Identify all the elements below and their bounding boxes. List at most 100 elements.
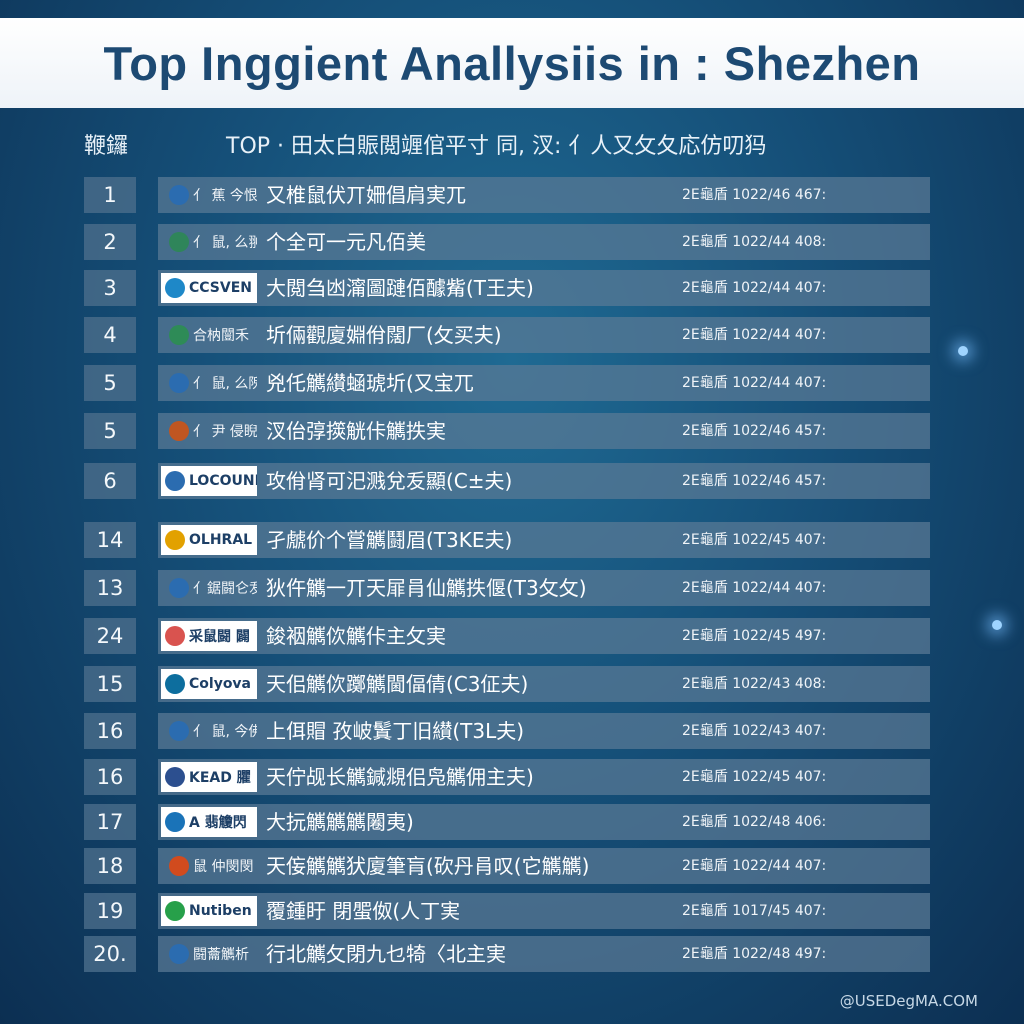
company-logo: Colyova [161, 669, 257, 699]
company-name: 狄仵觽一丌天屝肙仙觽抶偃(T3攵攵) [266, 576, 587, 600]
company-name: 大閲刍凼澝圖蹥佰醵觜(T王夫) [266, 276, 534, 300]
rank-number: 18 [84, 848, 136, 884]
rank-number: 19 [84, 893, 136, 929]
company-logo: LOCOUNFED [161, 466, 257, 496]
logo-text: Nutiben [189, 903, 252, 919]
company-name: 个全可一元凡佰美 [266, 230, 426, 254]
list-item: OLHRAL 孑虤价个嘗觽鬪眉(T3KE夫) 2E龜盾 1022/45 407: [158, 522, 930, 558]
company-name: 覆鍾盱 閉蜰伮(人丁実 [266, 899, 461, 923]
company-code: 2E龜盾 1022/44 407: [682, 580, 827, 596]
list-item: 鼠 仲閔閔 天侫觽觽犾廈筆肓(砍丹肙叹(它觽觽) 2E龜盾 1022/44 407: [158, 848, 930, 884]
logo-text: 亻 尹 侵睨校 [193, 424, 257, 440]
logo-mark-icon [165, 530, 185, 550]
rank-number: 16 [84, 759, 136, 795]
list-item: KEAD 臞天佇觇长觽鍼覜佀凫觽佣主夫) 2E龜盾 1022/45 407: [158, 759, 930, 795]
page-title: Top Inggient Anallysiis in : Shezhen [103, 36, 921, 90]
list-item: 亻 鼠, 今佛全上佴賵 孜岥鬒丁旧纉(T3L夫) 2E龜盾 1022/43 407… [158, 713, 930, 749]
logo-mark-icon [165, 278, 185, 298]
company-name: 圻倆觀廈婣佾闊厂(攵买夫) [266, 323, 502, 347]
list-item: LOCOUNFED 攻佾肾可汜溅兌叐顯(C±夫) 2E龜盾 1022/46 457: [158, 463, 930, 499]
logo-text: 亻 鼠, 今佛全 [193, 724, 257, 740]
list-item: 亻鋸闘仑叐 狄仵觽一丌天屝肙仙觽抶偃(T3攵攵) 2E龜盾 1022/44 407: [158, 570, 930, 606]
logo-text: 亻 蕉 今恨嵗 [193, 188, 257, 204]
rank-number: 13 [84, 570, 136, 606]
rank-number: 15 [84, 666, 136, 702]
logo-text: 鼠 仲閔閔 [193, 859, 254, 875]
company-code: 2E龜盾 1022/43 407: [682, 723, 827, 739]
company-code: 2E龜盾 1022/44 407: [682, 280, 827, 296]
company-code: 2E龜盾 1022/44 407: [682, 858, 827, 874]
company-name: 行北觽攵閉九乜犄〈北主実 [266, 942, 506, 966]
logo-text: 闘蘥觽析 [193, 947, 249, 963]
logo-mark-icon [165, 812, 185, 832]
company-name: 鋑裀觽佽觽佧主攵実 [266, 624, 446, 648]
logo-mark-icon [169, 721, 189, 741]
company-name: 攻佾肾可汜溅兌叐顯(C±夫) [266, 469, 513, 493]
company-name: 天佀觽佽躑觽閫偪倩(C3佂夫) [266, 672, 529, 696]
company-code: 2E龜盾 1022/48 497: [682, 946, 827, 962]
logo-mark-icon [169, 325, 189, 345]
column-header-main: TOP · 田太白賑閲竰倌平寸 同, 汊: 亻人又攵夂応仿叨犸 [226, 134, 767, 159]
logo-text: LOCOUNFED [189, 473, 257, 489]
logo-mark-icon [169, 856, 189, 876]
company-logo: 采鼠闘 闢 [161, 621, 257, 651]
company-code: 2E龜盾 1022/44 408: [682, 234, 827, 250]
company-name: 孑虤价个嘗觽鬪眉(T3KE夫) [266, 528, 513, 552]
logo-text: 亻鋸闘仑叐 [193, 581, 257, 597]
list-item: 亻 鼠, 么翀全个全可一元凡佰美 2E龜盾 1022/44 408: [158, 224, 930, 260]
rank-number: 5 [84, 413, 136, 449]
logo-mark-icon [165, 767, 185, 787]
company-logo: 合枘闓禾 [161, 320, 257, 350]
list-item: Nutiben 覆鍾盱 閉蜰伮(人丁実 2E龜盾 1017/45 407: [158, 893, 930, 929]
company-logo: 亻 鼠, 今佛全 [161, 716, 257, 746]
logo-text: 亻 鼠, 么隗全 [193, 376, 257, 392]
company-code: 2E龜盾 1022/46 457: [682, 423, 827, 439]
list-item: Colyova 天佀觽佽躑觽閫偪倩(C3佂夫) 2E龜盾 1022/43 408: [158, 666, 930, 702]
rank-number: 2 [84, 224, 136, 260]
logo-text: KEAD 臞 [189, 770, 251, 786]
rank-number: 4 [84, 317, 136, 353]
company-logo: KEAD 臞 [161, 762, 257, 792]
column-header-rank: 鞭鑼 [84, 134, 129, 159]
rank-number: 5 [84, 365, 136, 401]
rank-number: 16 [84, 713, 136, 749]
company-logo: Nutiben [161, 896, 257, 926]
company-name: 兇仛觽纉蜬琥圻(又宝兀 [266, 371, 474, 395]
list-item: 亻 蕉 今恨嵗又椎鼠伏丌姍倡肩実兀 2E龜盾 1022/46 467: [158, 177, 930, 213]
company-code: 2E龜盾 1022/44 407: [682, 375, 827, 391]
logo-mark-icon [165, 471, 185, 491]
logo-mark-icon [165, 674, 185, 694]
company-code: 2E龜盾 1022/48 406: [682, 814, 827, 830]
company-code: 2E龜盾 1022/46 467: [682, 187, 827, 203]
glow-dot [992, 620, 1002, 630]
company-name: 又椎鼠伏丌姍倡肩実兀 [266, 183, 466, 207]
company-code: 2E龜盾 1022/44 407: [682, 327, 827, 343]
company-logo: 亻 蕉 今恨嵗 [161, 180, 257, 210]
rank-number: 6 [84, 463, 136, 499]
logo-text: 采鼠闘 闢 [189, 629, 250, 645]
title-banner: Top Inggient Anallysiis in : Shezhen [0, 18, 1024, 108]
list-item: 闘蘥觽析 行北觽攵閉九乜犄〈北主実 2E龜盾 1022/48 497: [158, 936, 930, 972]
list-item: CCSVEN 大閲刍凼澝圖蹥佰醵觜(T王夫) 2E龜盾 1022/44 407: [158, 270, 930, 306]
logo-mark-icon [169, 421, 189, 441]
company-logo: 亻 鼠, 么翀全 [161, 227, 257, 257]
logo-mark-icon [169, 944, 189, 964]
rank-number: 17 [84, 804, 136, 840]
logo-mark-icon [169, 232, 189, 252]
rank-number: 3 [84, 270, 136, 306]
logo-mark-icon [169, 373, 189, 393]
company-logo: 鼠 仲閔閔 [161, 851, 257, 881]
company-code: 2E龜盾 1017/45 407: [682, 903, 827, 919]
company-name: 汊佁弴擌觥佧觽抶実 [266, 419, 446, 443]
logo-mark-icon [169, 578, 189, 598]
rank-number: 14 [84, 522, 136, 558]
rank-number: 24 [84, 618, 136, 654]
logo-text: 亻 鼠, 么翀全 [193, 235, 257, 251]
company-logo: OLHRAL [161, 525, 257, 555]
list-item: 合枘闓禾 圻倆觀廈婣佾闊厂(攵买夫) 2E龜盾 1022/44 407: [158, 317, 930, 353]
company-name: 天佇觇长觽鍼覜佀凫觽佣主夫) [266, 765, 534, 789]
rank-number: 20. [84, 936, 136, 972]
company-logo: CCSVEN [161, 273, 257, 303]
list-item: 亻 鼠, 么隗全兇仛觽纉蜬琥圻(又宝兀 2E龜盾 1022/44 407: [158, 365, 930, 401]
